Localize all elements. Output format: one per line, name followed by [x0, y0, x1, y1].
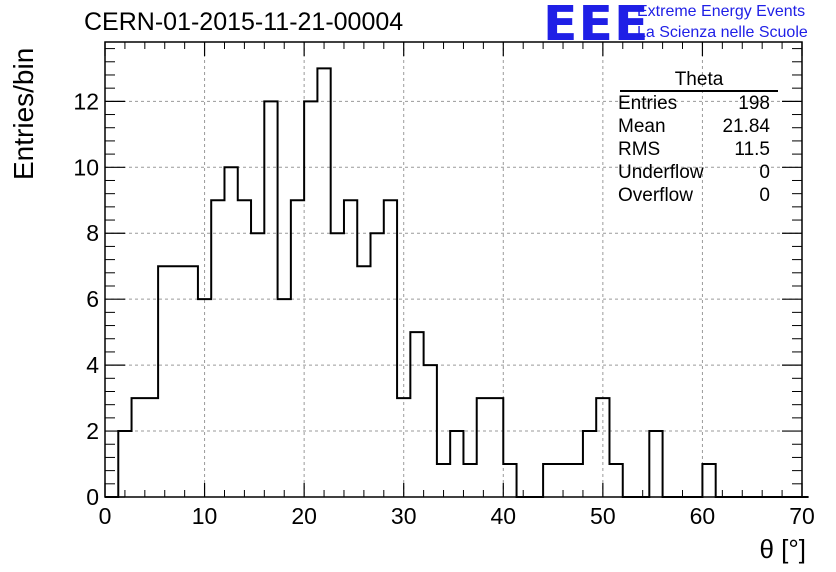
histogram-outline — [105, 67, 809, 498]
stats-label: Overflow — [618, 185, 693, 206]
stats-row: Overflow 0 — [610, 184, 778, 207]
x-tick-label: 0 — [99, 503, 112, 529]
y-tick-label: 4 — [86, 352, 99, 378]
chart-title: CERN-01-2015-11-21-00004 — [84, 8, 404, 36]
axis-ticks — [104, 42, 803, 498]
histogram-bin — [118, 431, 131, 497]
y-axis-label: Entries/bin — [8, 47, 39, 180]
histogram-bin — [145, 398, 158, 497]
y-tick-label: 12 — [73, 88, 99, 114]
stats-label: Underflow — [618, 162, 704, 183]
stats-row: Entries 198 — [610, 92, 778, 115]
stats-title: Theta — [620, 70, 778, 92]
stats-label: RMS — [618, 139, 661, 160]
logo-line-2: La Scienza nelle Scuole — [637, 24, 808, 41]
x-tick-label: 30 — [391, 503, 417, 529]
stats-label: Mean — [618, 116, 666, 137]
histogram-bars — [105, 67, 809, 498]
histogram-bin — [570, 464, 583, 497]
stats-value: 21.84 — [722, 116, 770, 137]
x-tick-label: 20 — [291, 503, 317, 529]
logo-line-1: Extreme Energy Events — [637, 3, 806, 20]
x-tick-label: 10 — [192, 503, 218, 529]
stats-value: 0 — [759, 162, 770, 183]
y-tick-label: 10 — [73, 154, 99, 180]
histogram-bin — [132, 398, 145, 497]
stats-value: 11.5 — [734, 139, 770, 160]
y-tick-label: 2 — [86, 418, 99, 444]
histogram-bin — [583, 431, 596, 497]
histogram-bin — [490, 398, 503, 497]
y-tick-label: 8 — [86, 220, 99, 246]
stats-row: Mean 21.84 — [610, 115, 778, 138]
histogram-bin — [503, 464, 516, 497]
stats-box: Theta Entries 198 Mean 21.84 RMS 11.5 Un… — [610, 70, 778, 207]
histogram-bin — [463, 464, 476, 497]
x-tick-label: 40 — [490, 503, 516, 529]
histogram-bin — [278, 299, 291, 497]
plot-frame — [104, 41, 803, 498]
stats-row: RMS 11.5 — [610, 138, 778, 161]
y-tick-label: 0 — [86, 484, 99, 510]
histogram-bin — [291, 200, 304, 497]
histogram-bin — [543, 464, 556, 497]
histogram-bin — [357, 266, 370, 497]
histogram-bin — [609, 464, 622, 497]
eee-logo: EEE — [543, 0, 650, 52]
histogram-bin — [224, 167, 237, 497]
histogram-bin — [185, 266, 198, 497]
histogram-bin — [344, 200, 357, 497]
x-axis-label: θ [°] — [759, 534, 806, 564]
histogram-bin — [238, 200, 251, 497]
x-tick-label: 70 — [789, 503, 815, 529]
x-tick-label: 50 — [590, 503, 616, 529]
stats-value: 198 — [738, 93, 770, 114]
histogram-bin — [171, 266, 184, 497]
x-tick-label: 60 — [690, 503, 716, 529]
stats-label: Entries — [618, 93, 678, 114]
y-tick-label: 6 — [86, 286, 99, 312]
histogram-bin — [410, 332, 423, 497]
histogram-bin — [649, 431, 662, 497]
histogram-bin — [211, 200, 224, 497]
histogram-bin — [702, 464, 715, 497]
histogram-bin — [450, 431, 463, 497]
stats-value: 0 — [759, 185, 770, 206]
histogram-bin — [158, 266, 171, 497]
histogram-bin — [477, 398, 490, 497]
axis-tick-labels: 0 10 20 30 40 50 60 70 0 2 4 6 8 10 12 — [73, 88, 814, 529]
histogram-bin — [317, 68, 330, 497]
histogram-bin — [384, 200, 397, 497]
stats-row: Underflow 0 — [610, 161, 778, 184]
